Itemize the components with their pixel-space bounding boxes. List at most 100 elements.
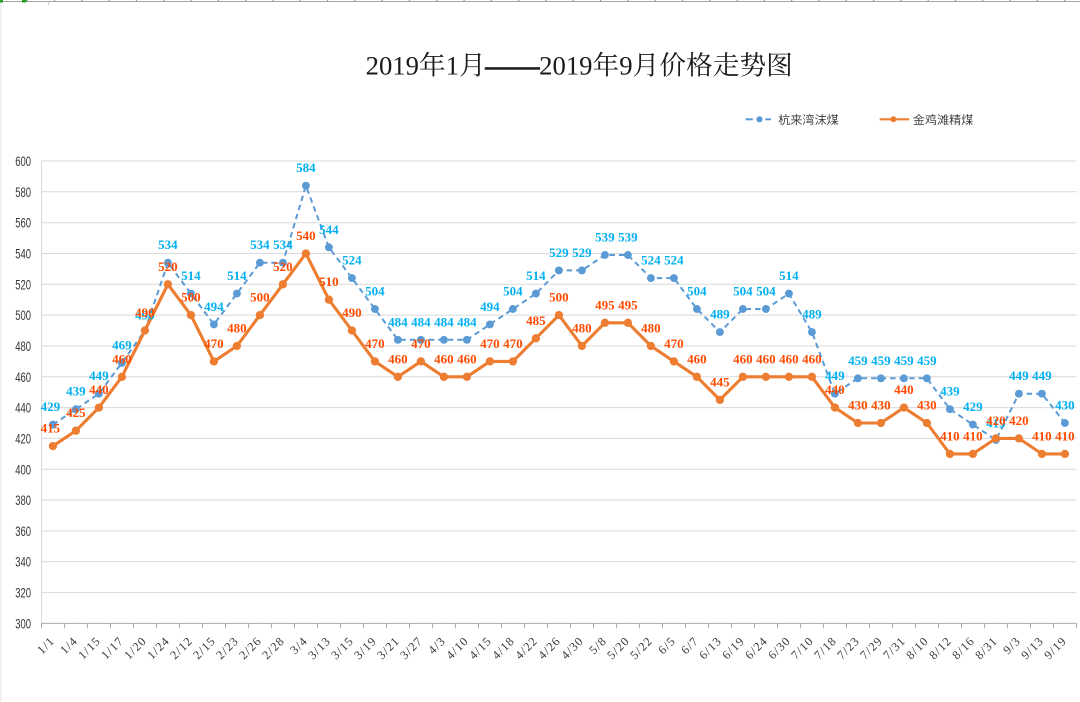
svg-text:600: 600 xyxy=(15,153,31,169)
svg-text:534: 534 xyxy=(273,237,293,252)
svg-text:534: 534 xyxy=(250,237,270,252)
svg-text:320: 320 xyxy=(15,585,31,601)
svg-text:419: 419 xyxy=(986,415,1006,430)
svg-text:9: 9 xyxy=(619,51,632,81)
svg-text:300: 300 xyxy=(15,615,31,631)
svg-text:400: 400 xyxy=(15,461,31,477)
svg-text:460: 460 xyxy=(733,351,753,366)
svg-text:470: 470 xyxy=(365,336,385,351)
svg-text:449: 449 xyxy=(1032,368,1052,383)
svg-text:529: 529 xyxy=(572,245,592,260)
svg-text:524: 524 xyxy=(641,253,661,268)
svg-text:429: 429 xyxy=(41,399,61,414)
svg-text:440: 440 xyxy=(89,382,109,397)
svg-text:449: 449 xyxy=(825,368,845,383)
svg-text:429: 429 xyxy=(963,399,983,414)
svg-text:504: 504 xyxy=(687,284,707,299)
svg-text:470: 470 xyxy=(503,336,523,351)
svg-text:584: 584 xyxy=(296,160,316,175)
svg-text:480: 480 xyxy=(641,321,661,336)
svg-text:514: 514 xyxy=(227,268,247,283)
svg-text:490: 490 xyxy=(342,305,362,320)
svg-text:529: 529 xyxy=(549,245,569,260)
svg-text:480: 480 xyxy=(15,338,31,354)
svg-text:460: 460 xyxy=(756,351,776,366)
svg-text:504: 504 xyxy=(365,284,385,299)
svg-text:2019: 2019 xyxy=(539,51,592,81)
svg-text:439: 439 xyxy=(940,384,960,399)
svg-text:524: 524 xyxy=(342,253,362,268)
svg-text:514: 514 xyxy=(779,268,799,283)
svg-text:544: 544 xyxy=(319,222,339,237)
svg-text:514: 514 xyxy=(526,268,546,283)
svg-text:2019: 2019 xyxy=(366,51,419,81)
svg-text:500: 500 xyxy=(181,290,201,305)
svg-text:494: 494 xyxy=(204,299,224,314)
svg-text:510: 510 xyxy=(319,274,339,289)
svg-text:460: 460 xyxy=(802,351,822,366)
svg-text:540: 540 xyxy=(296,228,316,243)
svg-text:504: 504 xyxy=(756,284,776,299)
svg-text:1: 1 xyxy=(446,51,459,81)
svg-text:460: 460 xyxy=(687,351,707,366)
svg-text:560: 560 xyxy=(15,215,31,231)
svg-text:484: 484 xyxy=(434,314,454,329)
svg-text:440: 440 xyxy=(15,400,31,416)
svg-text:459: 459 xyxy=(871,353,891,368)
svg-text:440: 440 xyxy=(894,382,914,397)
svg-text:460: 460 xyxy=(388,351,408,366)
svg-text:504: 504 xyxy=(503,284,523,299)
svg-text:459: 459 xyxy=(917,353,937,368)
svg-text:504: 504 xyxy=(733,284,753,299)
svg-text:539: 539 xyxy=(618,230,638,245)
svg-text:489: 489 xyxy=(710,307,730,322)
svg-text:540: 540 xyxy=(15,246,31,262)
svg-text:494: 494 xyxy=(480,299,500,314)
svg-text:524: 524 xyxy=(664,253,684,268)
svg-text:500: 500 xyxy=(15,307,31,323)
svg-text:459: 459 xyxy=(894,353,914,368)
svg-text:445: 445 xyxy=(710,374,730,389)
svg-text:470: 470 xyxy=(204,336,224,351)
svg-text:480: 480 xyxy=(572,321,592,336)
svg-text:410: 410 xyxy=(940,428,960,443)
svg-text:420: 420 xyxy=(1009,413,1029,428)
svg-text:489: 489 xyxy=(802,307,822,322)
svg-text:495: 495 xyxy=(618,297,638,312)
svg-text:470: 470 xyxy=(411,336,431,351)
svg-text:415: 415 xyxy=(41,421,61,436)
svg-text:469: 469 xyxy=(112,337,132,352)
svg-text:484: 484 xyxy=(457,314,477,329)
svg-text:470: 470 xyxy=(480,336,500,351)
svg-text:484: 484 xyxy=(388,314,408,329)
svg-text:430: 430 xyxy=(871,398,891,413)
svg-text:360: 360 xyxy=(15,523,31,539)
svg-text:420: 420 xyxy=(15,430,31,446)
svg-text:490: 490 xyxy=(135,305,155,320)
svg-text:430: 430 xyxy=(848,398,868,413)
svg-text:420: 420 xyxy=(986,413,1006,428)
svg-text:430: 430 xyxy=(1055,398,1075,413)
svg-text:410: 410 xyxy=(1055,428,1075,443)
svg-text:439: 439 xyxy=(66,384,86,399)
svg-text:410: 410 xyxy=(1032,428,1052,443)
svg-text:470: 470 xyxy=(664,336,684,351)
svg-text:460: 460 xyxy=(457,351,477,366)
svg-text:514: 514 xyxy=(181,268,201,283)
svg-text:520: 520 xyxy=(15,276,31,292)
svg-text:430: 430 xyxy=(917,398,937,413)
svg-text:460: 460 xyxy=(434,351,454,366)
svg-text:440: 440 xyxy=(825,382,845,397)
svg-text:520: 520 xyxy=(273,259,293,274)
svg-text:340: 340 xyxy=(15,554,31,570)
svg-text:539: 539 xyxy=(595,230,615,245)
svg-text:490: 490 xyxy=(135,308,155,323)
svg-text:449: 449 xyxy=(1009,368,1029,383)
svg-text:495: 495 xyxy=(595,297,615,312)
svg-text:410: 410 xyxy=(963,428,983,443)
svg-text:485: 485 xyxy=(526,313,546,328)
svg-text:480: 480 xyxy=(227,321,247,336)
svg-text:520: 520 xyxy=(158,259,178,274)
svg-text:460: 460 xyxy=(112,351,132,366)
svg-text:534: 534 xyxy=(158,237,178,252)
